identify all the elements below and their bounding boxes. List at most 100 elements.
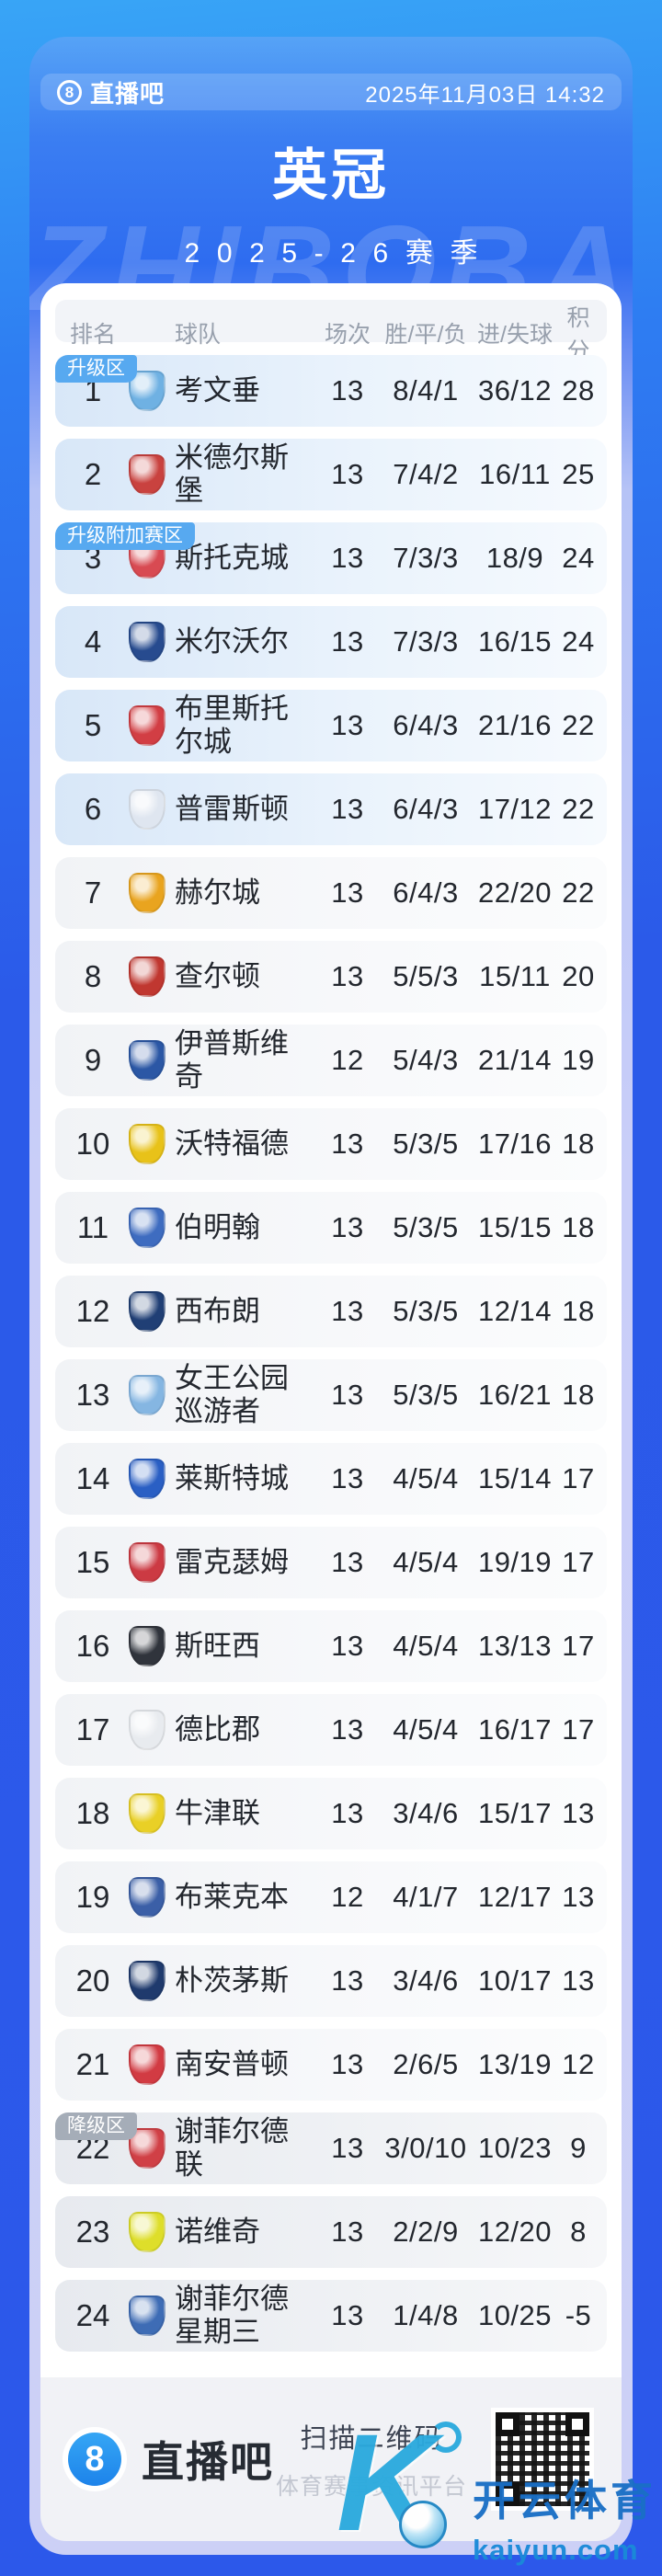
matches-played: 12 <box>331 1044 364 1076</box>
team-rank: 4 <box>84 624 102 658</box>
table-row[interactable]: 24 谢菲尔德星期三 13 1/4/8 10/25 -5 <box>55 2280 607 2352</box>
table-row[interactable]: 21 南安普顿 13 2/6/5 13/19 12 <box>55 2029 607 2101</box>
win-draw-loss: 5/5/3 <box>393 960 459 992</box>
team-rank: 12 <box>75 1294 110 1328</box>
team-rank: 24 <box>75 2298 110 2332</box>
standings-panel: 排名 球队 场次 胜/平/负 进/失球 积分 升级区 1 考文垂 13 8/4/1 36/… <box>40 283 622 2377</box>
table-row[interactable]: 12 西布朗 13 5/3/5 12/14 18 <box>55 1276 607 1347</box>
team-crest-icon <box>129 705 166 746</box>
points: 17 <box>562 1713 595 1746</box>
team-name: 查尔顿 <box>175 960 260 992</box>
zhibo8-logo-icon: 8 <box>68 2433 121 2486</box>
table-row[interactable]: 4 米尔沃尔 13 7/3/3 16/15 24 <box>55 606 607 678</box>
win-draw-loss: 8/4/1 <box>393 374 459 406</box>
team-crest-icon <box>129 789 166 830</box>
matches-played: 13 <box>331 709 364 741</box>
matches-played: 13 <box>331 458 364 490</box>
table-row[interactable]: 5 布里斯托尔城 13 6/4/3 21/16 22 <box>55 690 607 761</box>
table-row[interactable]: 18 牛津联 13 3/4/6 15/17 13 <box>55 1778 607 1849</box>
table-row[interactable]: 10 沃特福德 13 5/3/5 17/16 18 <box>55 1108 607 1180</box>
qr-finder-icon <box>496 2482 519 2506</box>
team-rank: 2 <box>84 457 102 491</box>
win-draw-loss: 4/5/4 <box>393 1546 459 1578</box>
points: 12 <box>562 2048 595 2080</box>
team-name: 赫尔城 <box>175 876 260 909</box>
table-row[interactable]: 20 朴茨茅斯 13 3/4/6 10/17 13 <box>55 1945 607 2017</box>
table-row[interactable]: 升级区 1 考文垂 13 8/4/1 36/12 28 <box>55 355 607 427</box>
win-draw-loss: 6/4/3 <box>393 709 459 741</box>
matches-played: 13 <box>331 1128 364 1160</box>
team-crest-icon <box>129 1793 166 1834</box>
table-row[interactable]: 19 布莱克本 12 4/1/7 12/17 13 <box>55 1861 607 1933</box>
points: 19 <box>562 1044 595 1076</box>
zone-badge: 升级区 <box>55 355 137 383</box>
team-crest-icon <box>129 622 166 662</box>
matches-played: 13 <box>331 1462 364 1494</box>
matches-played: 13 <box>331 1713 364 1746</box>
goals-for-against: 16/15 <box>477 625 553 658</box>
zhibo8-logo-icon: 8 <box>57 79 82 105</box>
matches-played: 13 <box>331 1964 364 1997</box>
goals-for-against: 21/16 <box>477 709 553 741</box>
footer-brand: 8 直播吧 <box>68 2429 274 2490</box>
team-crest-cell <box>120 1542 175 1583</box>
matches-played: 13 <box>331 2048 364 2080</box>
brand-name: 直播吧 <box>90 79 166 108</box>
table-row[interactable]: 17 德比郡 13 4/5/4 16/17 17 <box>55 1694 607 1766</box>
points: 24 <box>562 542 595 574</box>
team-crest-cell <box>120 789 175 830</box>
team-crest-cell <box>120 2296 175 2336</box>
table-row[interactable]: 14 莱斯特城 13 4/5/4 15/14 17 <box>55 1443 607 1515</box>
team-name: 考文垂 <box>175 374 260 406</box>
goals-for-against: 12/14 <box>477 1295 553 1327</box>
main-card: ZHIBOBA 8 直播吧 2025年11月03日 14:32 英冠 2025-… <box>29 37 633 2555</box>
table-row[interactable]: 6 普雷斯顿 13 6/4/3 17/12 22 <box>55 773 607 845</box>
table-row[interactable]: 11 伯明翰 13 5/3/5 15/15 18 <box>55 1192 607 1264</box>
team-crest-cell <box>120 956 175 997</box>
table-row[interactable]: 降级区 22 谢菲尔德联 13 3/0/10 10/23 9 <box>55 2112 607 2184</box>
table-row[interactable]: 15 雷克瑟姆 13 4/5/4 19/19 17 <box>55 1527 607 1598</box>
matches-played: 13 <box>331 793 364 825</box>
team-rank: 13 <box>75 1378 110 1412</box>
win-draw-loss: 5/3/5 <box>393 1379 459 1411</box>
table-row[interactable]: 7 赫尔城 13 6/4/3 22/20 22 <box>55 857 607 929</box>
table-row[interactable]: 9 伊普斯维奇 12 5/4/3 21/14 19 <box>55 1025 607 1096</box>
zone-badge: 降级区 <box>55 2112 137 2140</box>
team-crest-cell <box>120 371 175 411</box>
win-draw-loss: 4/5/4 <box>393 1462 459 1494</box>
team-crest-icon <box>129 1040 166 1081</box>
team-name: 雷克瑟姆 <box>175 1546 289 1578</box>
team-crest-icon <box>129 1542 166 1583</box>
team-crest-cell <box>120 873 175 913</box>
table-row[interactable]: 13 女王公园巡游者 13 5/3/5 16/21 18 <box>55 1359 607 1431</box>
goals-for-against: 13/19 <box>477 2048 553 2080</box>
matches-played: 13 <box>331 960 364 992</box>
goals-for-against: 15/14 <box>477 1462 553 1494</box>
points: 20 <box>562 960 595 992</box>
goals-for-against: 12/17 <box>477 1881 553 1913</box>
team-name: 米德尔斯堡 <box>175 441 289 507</box>
footer-scan-block: 扫描二维码 体育赛事资讯平台 <box>276 2417 467 2502</box>
card-header: ZHIBOBA 8 直播吧 2025年11月03日 14:32 英冠 2025-… <box>29 37 633 336</box>
points: 22 <box>562 876 595 909</box>
table-row[interactable]: 升级附加赛区 3 斯托克城 13 7/3/3 18/9 24 <box>55 522 607 594</box>
team-rank: 17 <box>75 1712 110 1746</box>
team-rank: 18 <box>75 1796 110 1830</box>
col-wdl: 胜/平/负 <box>384 322 467 348</box>
table-row[interactable]: 2 米德尔斯堡 13 7/4/2 16/11 25 <box>55 439 607 510</box>
team-rank: 23 <box>75 2215 110 2249</box>
table-row[interactable]: 16 斯旺西 13 4/5/4 13/13 17 <box>55 1610 607 1682</box>
win-draw-loss: 4/5/4 <box>393 1630 459 1662</box>
team-name: 伯明翰 <box>175 1211 260 1243</box>
team-rank: 10 <box>75 1127 110 1161</box>
team-crest-cell <box>120 1626 175 1666</box>
table-row[interactable]: 8 查尔顿 13 5/5/3 15/11 20 <box>55 941 607 1013</box>
win-draw-loss: 1/4/8 <box>393 2299 459 2331</box>
team-name: 伊普斯维奇 <box>175 1027 289 1093</box>
table-body: 升级区 1 考文垂 13 8/4/1 36/12 28 2 米德尔斯堡 13 7/4/2 16/11 2… <box>55 355 607 2352</box>
points: 18 <box>562 1128 595 1160</box>
points: 13 <box>562 1881 595 1913</box>
points: 22 <box>562 709 595 741</box>
table-row[interactable]: 23 诺维奇 13 2/2/9 12/20 8 <box>55 2196 607 2268</box>
